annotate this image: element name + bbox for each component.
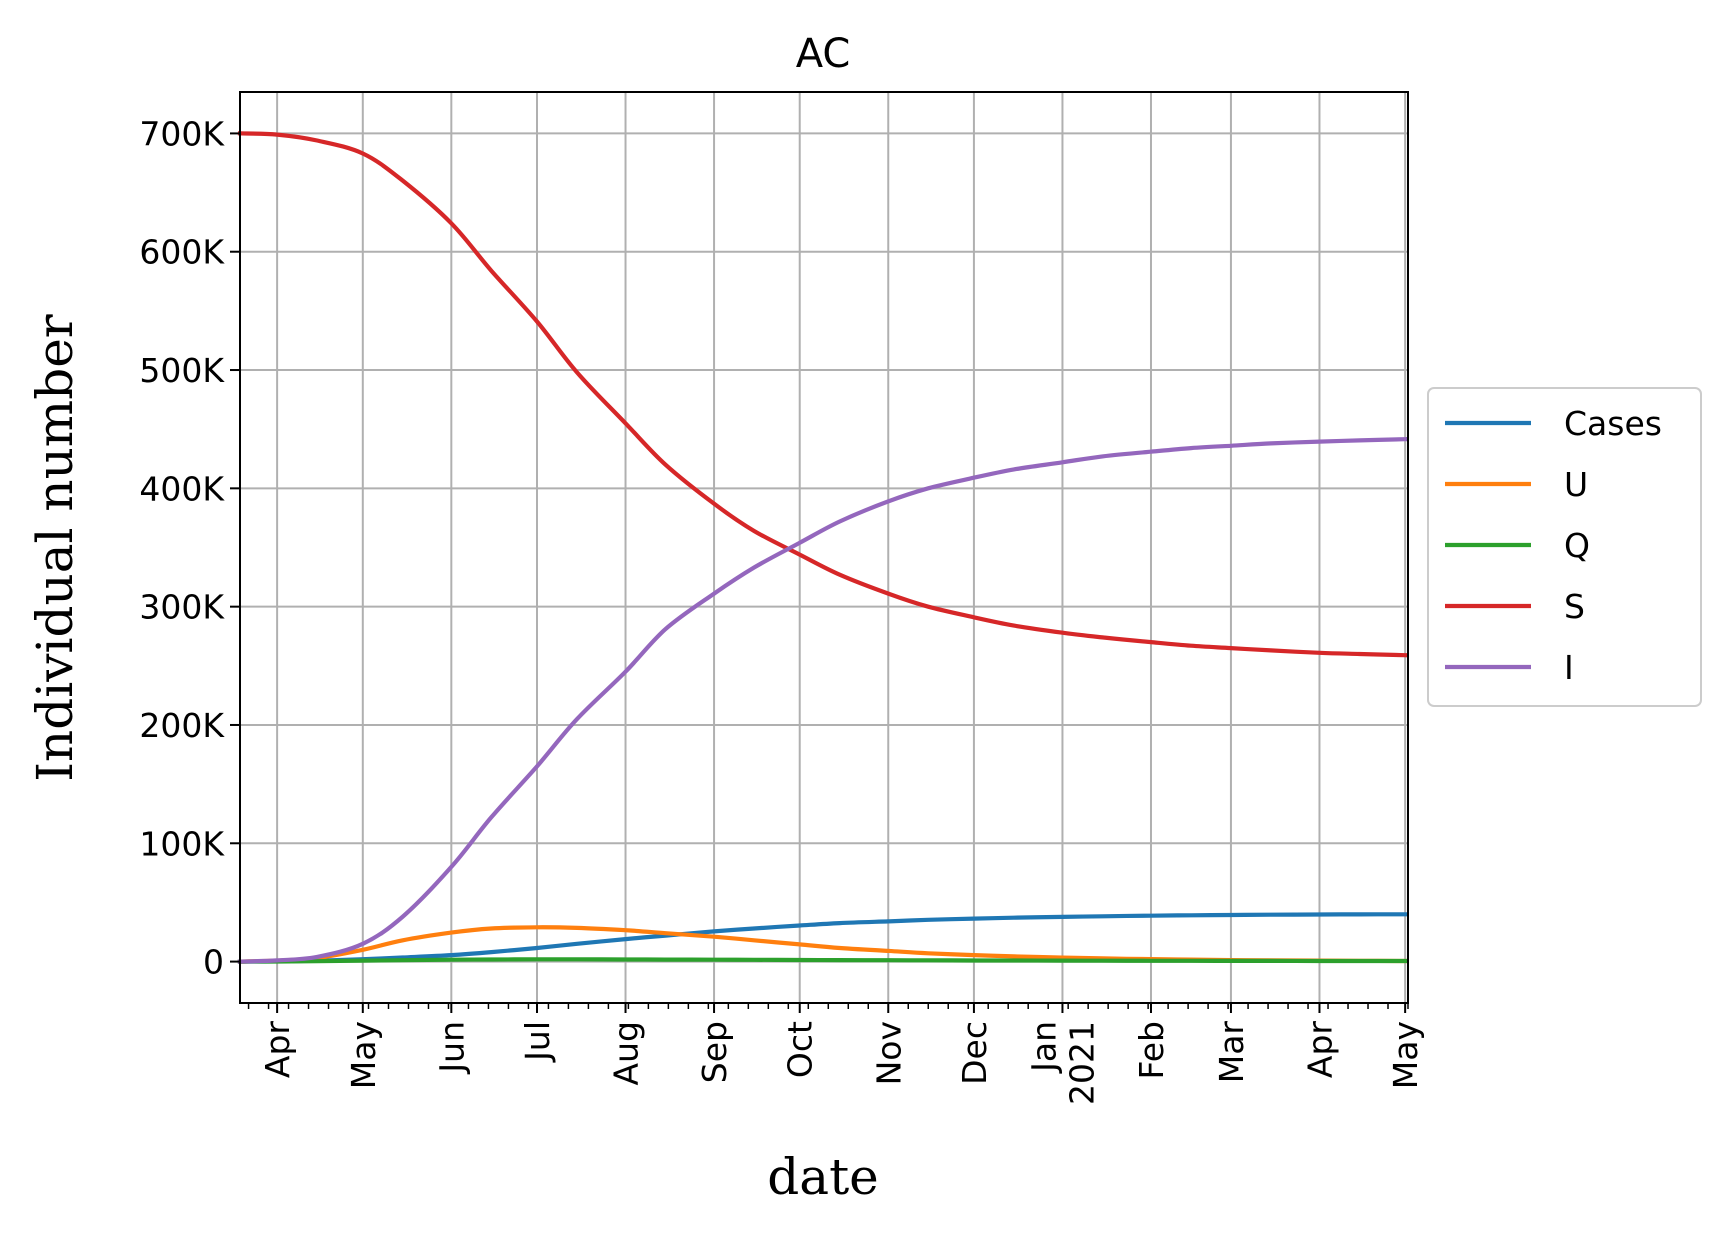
legend-label: Cases [1564, 404, 1662, 443]
y-tick-label: 500K [139, 351, 225, 390]
series-line-s [237, 131, 1408, 658]
y-axis-label: Individual number [26, 314, 84, 782]
x-tick-label: Apr [258, 1021, 297, 1079]
y-axis: 0 100K 200K 300K 400K 500K 600K 700K [139, 114, 240, 982]
legend-label: I [1564, 648, 1574, 687]
y-tick-label: 300K [139, 588, 225, 627]
y-tick-label: 400K [139, 469, 225, 508]
x-tick-label: Aug [607, 1021, 646, 1085]
y-tick-label: 200K [139, 706, 225, 745]
legend-label: Q [1564, 526, 1590, 565]
x-axis: Apr May Jun Jul Aug Sep Oct Nov Dec Jan2021 Feb Mar… [247, 1003, 1425, 1105]
legend-label: S [1564, 587, 1585, 626]
y-tick-label: 100K [139, 824, 225, 863]
x-tick-label: Apr [1300, 1021, 1339, 1079]
legend-box [1427, 387, 1702, 707]
y-tick-label: 600K [139, 233, 225, 272]
y-tick-label: 0 [203, 943, 224, 982]
x-tick-label: Jul [518, 1021, 557, 1063]
y-tick-label: 700K [139, 114, 225, 153]
x-tick-label: Jun [432, 1021, 471, 1075]
x-tick-label: Sep [695, 1021, 734, 1083]
x-tick-label: Feb [1132, 1021, 1171, 1079]
chart-title: AC [796, 31, 851, 77]
x-tick-label: Oct [781, 1021, 820, 1078]
grid [240, 92, 1408, 1003]
series-line-q [237, 957, 1408, 964]
x-axis-label: date [767, 1148, 879, 1206]
series-line-i [237, 437, 1408, 964]
x-tick-label: Nov [869, 1021, 908, 1085]
x-tick-label: May [1386, 1021, 1425, 1089]
x-tick-label: Mar [1212, 1021, 1251, 1084]
plot-frame [239, 91, 1409, 1004]
x-tick-label: May [344, 1021, 383, 1089]
x-tick-label: Dec [955, 1021, 994, 1085]
series-layer [237, 131, 1408, 964]
legend-label: U [1564, 465, 1588, 504]
series-line-cases [237, 912, 1408, 964]
x-tick-label: Jan2021 [1024, 1021, 1101, 1105]
